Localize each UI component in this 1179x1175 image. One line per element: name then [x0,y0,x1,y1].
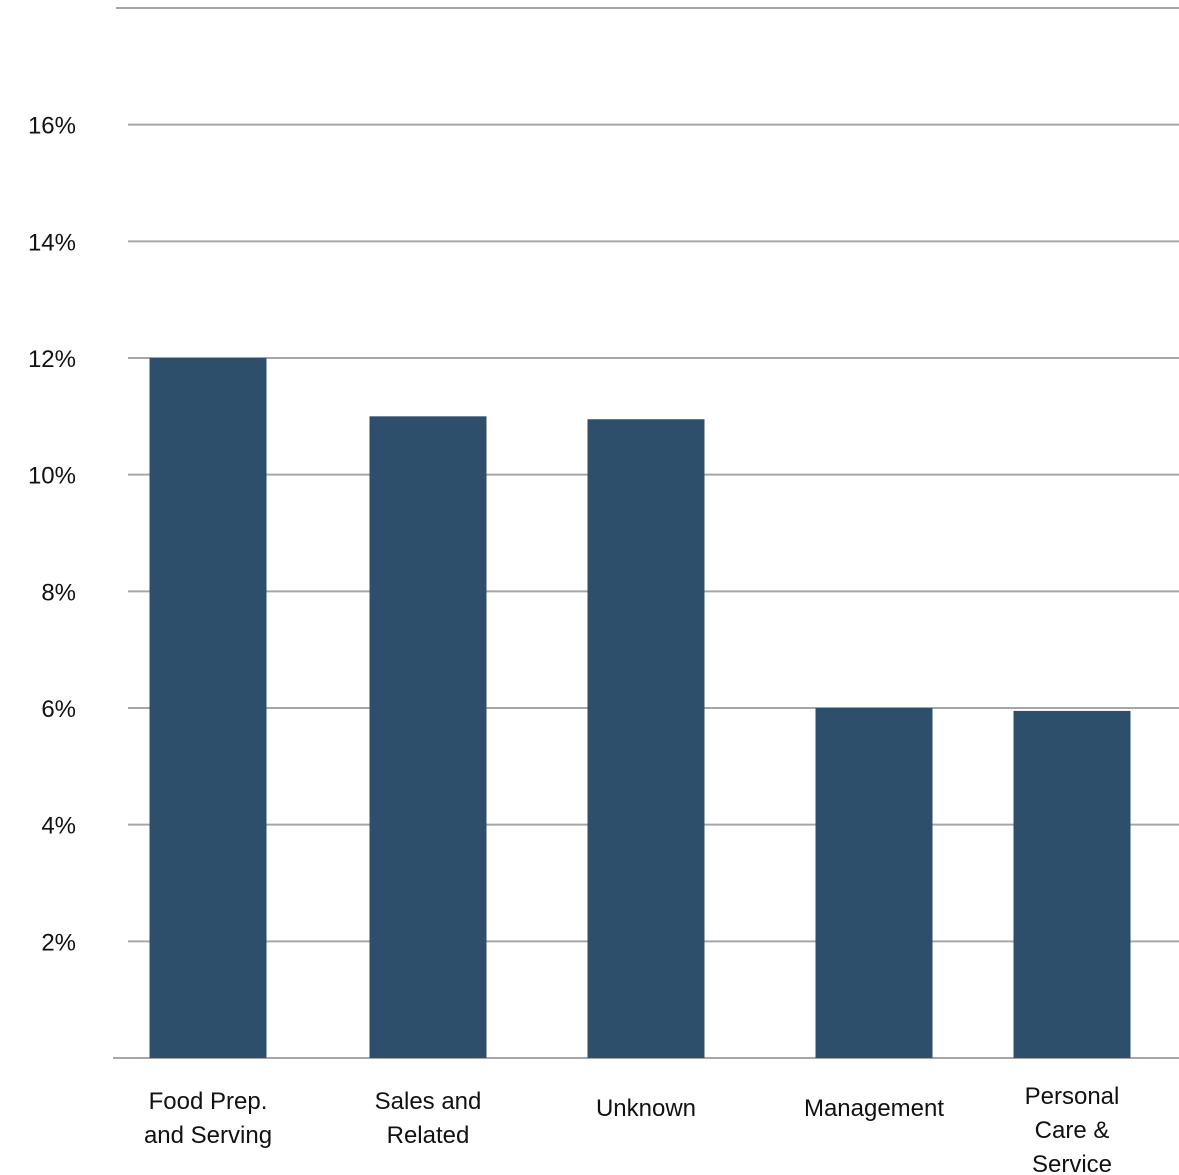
y-tick-label: 8% [41,579,76,606]
y-tick-label: 6% [41,696,76,723]
x-category-label: Care & [1035,1117,1110,1144]
y-tick-label: 14% [28,229,76,256]
y-tick-label: 12% [28,346,76,373]
x-category-label: Personal [1025,1083,1120,1110]
y-tick-label: 4% [41,813,76,840]
x-category-label: Service [1032,1151,1112,1175]
y-tick-label: 10% [28,463,76,490]
bar [1013,710,1131,1058]
x-category-label: Related [387,1122,470,1149]
x-category-label: Unknown [596,1095,696,1122]
bar [815,708,933,1058]
x-axis-category-labels: Food Prep. and Serving Sales and Related Unk… [144,1083,1119,1175]
bar [369,416,487,1058]
bars [149,358,1131,1058]
x-category-label: and Serving [144,1122,272,1149]
bar [587,419,705,1058]
x-category-label: Food Prep. [149,1088,268,1115]
y-tick-label: 2% [41,929,76,956]
bar [149,358,267,1058]
x-category-label: Sales and [375,1088,482,1115]
y-tick-label: 16% [28,113,76,140]
x-category-label: Management [804,1095,944,1122]
y-axis-tick-labels: 2% 4% 6% 8% 10% 12% 14% 16% [28,113,76,957]
